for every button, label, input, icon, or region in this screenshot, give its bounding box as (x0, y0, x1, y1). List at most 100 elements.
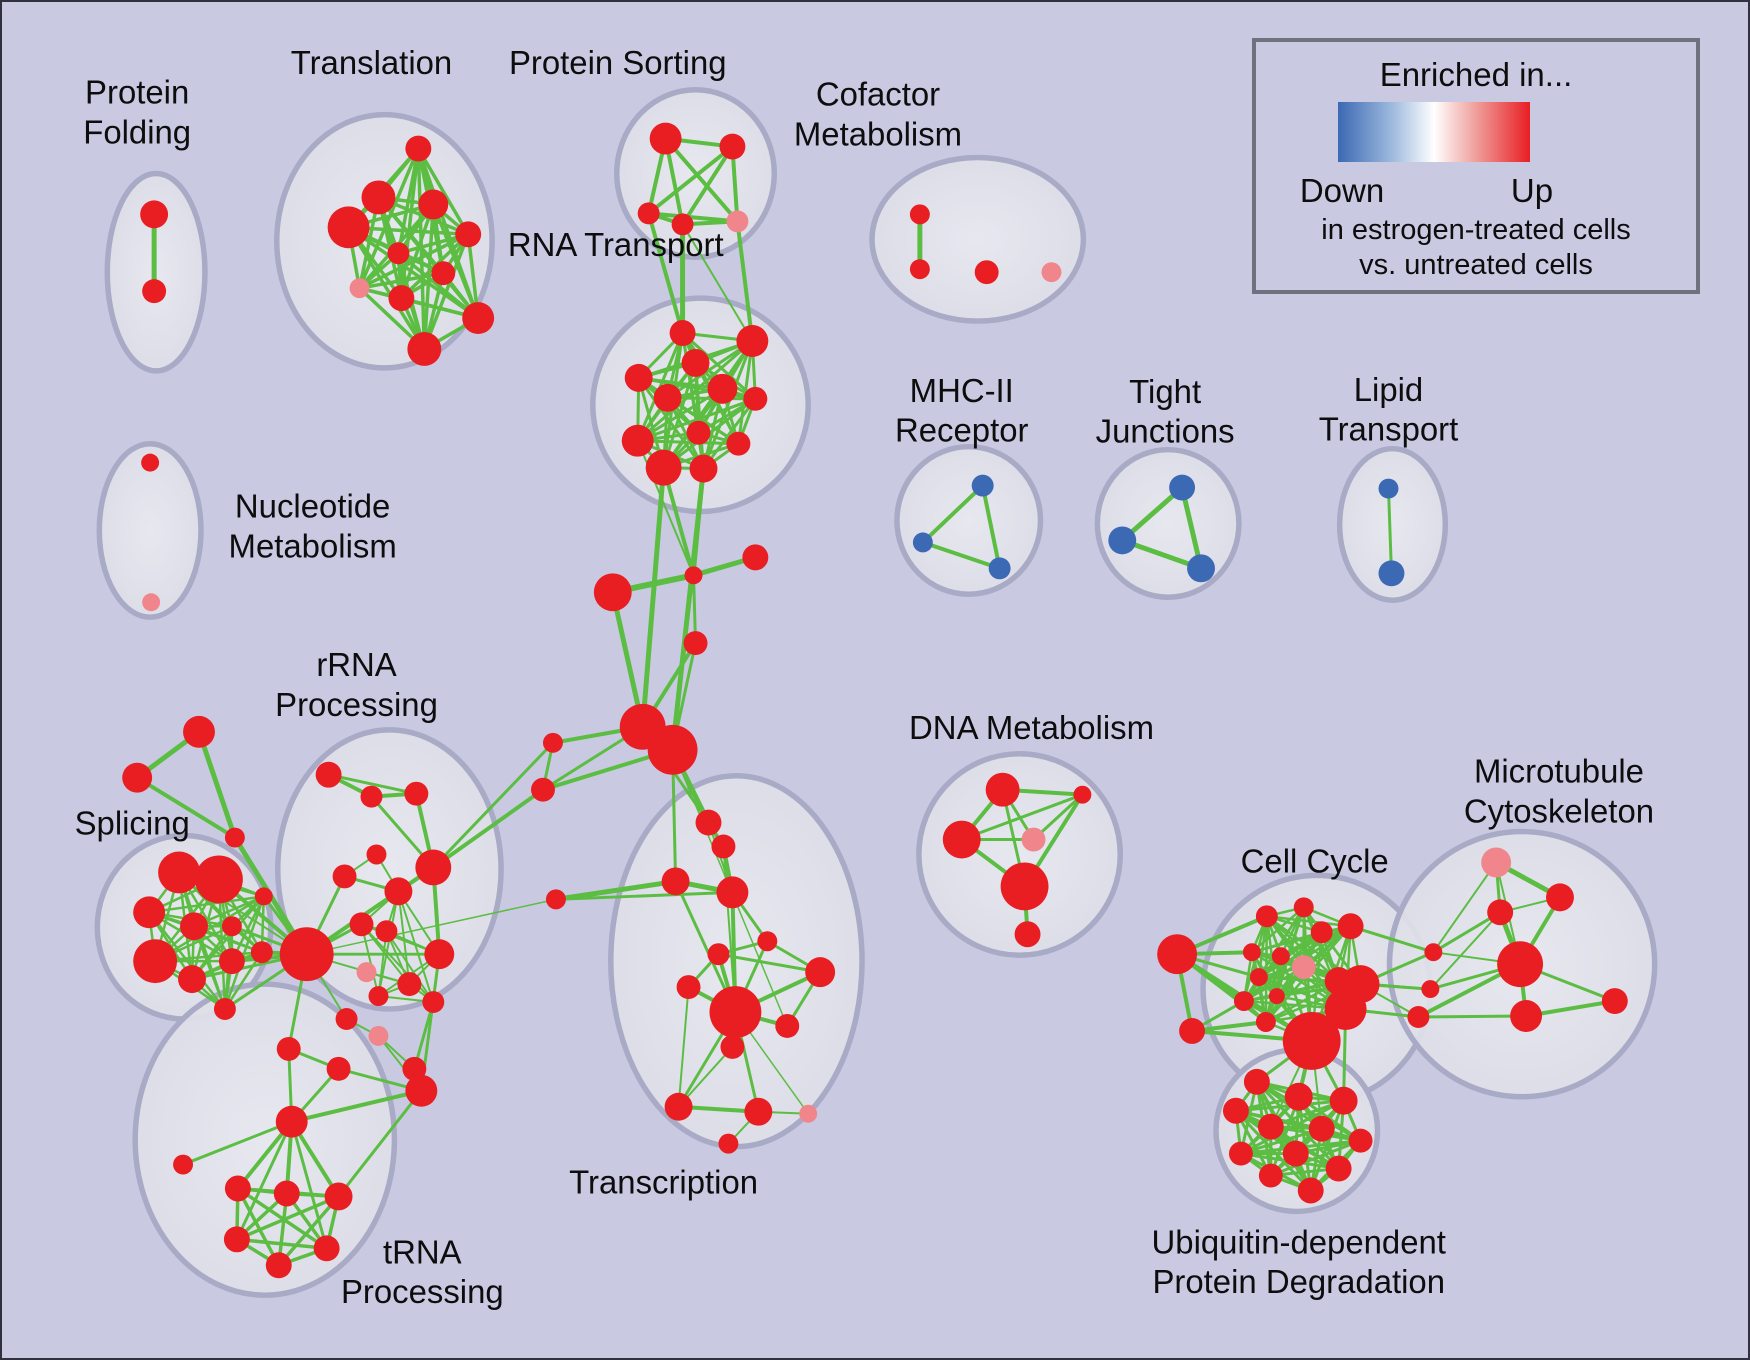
node-nm2[interactable] (142, 593, 161, 612)
node-lp2[interactable] (1378, 560, 1405, 587)
node-r19[interactable] (326, 1056, 351, 1081)
node-u11[interactable] (1258, 1163, 1283, 1188)
node-mh3[interactable] (988, 557, 1011, 580)
node-tj1[interactable] (1169, 474, 1196, 501)
node-cc3[interactable] (1310, 921, 1333, 944)
node-tc[interactable] (545, 889, 566, 910)
node-rt10[interactable] (645, 449, 682, 486)
node-m1[interactable] (1481, 847, 1512, 878)
node-cc2[interactable] (1293, 897, 1314, 918)
node-cc8[interactable] (1249, 968, 1268, 987)
node-u10[interactable] (1325, 1155, 1352, 1182)
node-s7[interactable] (133, 939, 178, 984)
node-ps1[interactable] (649, 122, 682, 155)
node-r11[interactable] (356, 962, 377, 983)
node-u8[interactable] (1228, 1141, 1253, 1166)
node-cf2[interactable] (909, 259, 930, 280)
node-m2[interactable] (1487, 899, 1514, 926)
node-r14[interactable] (422, 991, 445, 1014)
node-t1[interactable] (405, 135, 432, 162)
node-tr6[interactable] (757, 931, 778, 952)
node-co2[interactable] (1179, 1018, 1206, 1044)
node-t10[interactable] (462, 302, 495, 335)
node-c3[interactable] (593, 573, 632, 612)
node-m5[interactable] (1510, 1000, 1543, 1032)
node-rt9[interactable] (621, 424, 654, 457)
node-tj2[interactable] (1108, 526, 1137, 555)
node-r15[interactable] (335, 1008, 358, 1030)
node-mh2[interactable] (912, 532, 933, 553)
node-nm1[interactable] (141, 453, 160, 472)
node-r3[interactable] (404, 781, 429, 806)
node-ps5[interactable] (726, 210, 749, 233)
node-tr4[interactable] (716, 876, 749, 909)
node-u12[interactable] (1297, 1177, 1324, 1204)
node-ps2[interactable] (719, 133, 746, 160)
node-q2[interactable] (224, 1175, 251, 1202)
node-r12[interactable] (397, 972, 422, 997)
node-t3[interactable] (327, 206, 370, 249)
node-t9[interactable] (388, 285, 415, 312)
node-q4[interactable] (324, 1182, 353, 1211)
node-r9[interactable] (375, 920, 398, 943)
node-c4[interactable] (683, 631, 708, 656)
node-h2[interactable] (647, 724, 698, 775)
node-u6[interactable] (1308, 1115, 1335, 1142)
node-lp1[interactable] (1378, 478, 1399, 499)
node-pf1[interactable] (140, 200, 169, 229)
node-c6[interactable] (531, 777, 555, 802)
node-r10[interactable] (424, 939, 455, 970)
node-u1[interactable] (1243, 1068, 1270, 1095)
node-co1[interactable] (1157, 934, 1198, 975)
node-cc7[interactable] (1291, 955, 1316, 980)
node-tr10[interactable] (775, 1014, 800, 1038)
node-t7[interactable] (431, 261, 456, 286)
node-s4[interactable] (180, 912, 208, 941)
node-cc15[interactable] (1282, 1012, 1341, 1070)
node-q7[interactable] (313, 1235, 340, 1262)
node-cc10[interactable] (1233, 991, 1254, 1012)
node-t2[interactable] (361, 180, 396, 215)
node-rt5[interactable] (653, 383, 682, 412)
node-q1[interactable] (173, 1154, 194, 1175)
node-t11[interactable] (407, 332, 442, 366)
node-tr11[interactable] (720, 1034, 745, 1059)
node-u2[interactable] (1284, 1082, 1313, 1111)
node-sphub[interactable] (279, 927, 334, 982)
node-r8[interactable] (349, 912, 374, 937)
node-s3[interactable] (133, 896, 166, 929)
node-d3[interactable] (942, 820, 981, 859)
node-d2[interactable] (1073, 785, 1092, 804)
node-tr1[interactable] (695, 809, 722, 836)
node-d6[interactable] (1014, 921, 1041, 948)
node-rt6[interactable] (707, 373, 738, 404)
node-r13[interactable] (368, 986, 389, 1007)
node-s5[interactable] (221, 916, 242, 937)
node-rt11[interactable] (689, 454, 718, 483)
node-d1[interactable] (985, 772, 1020, 807)
node-q6[interactable] (265, 1252, 292, 1279)
node-c2[interactable] (742, 544, 769, 571)
node-r16[interactable] (368, 1025, 389, 1046)
node-cc4[interactable] (1337, 913, 1364, 940)
node-b1[interactable] (1424, 943, 1443, 962)
node-b2[interactable] (1421, 980, 1440, 999)
node-rt7[interactable] (743, 386, 768, 411)
node-r7[interactable] (384, 877, 413, 906)
node-cc14[interactable] (1324, 988, 1367, 1030)
node-tj3[interactable] (1187, 554, 1215, 583)
node-d4[interactable] (1021, 827, 1046, 852)
node-r1[interactable] (315, 761, 342, 788)
node-tr14[interactable] (799, 1104, 818, 1123)
node-b3[interactable] (1407, 1006, 1430, 1028)
node-r5[interactable] (332, 864, 357, 889)
node-cf1[interactable] (909, 204, 930, 225)
node-m4[interactable] (1497, 941, 1544, 988)
node-cc5[interactable] (1242, 943, 1261, 962)
node-u4[interactable] (1222, 1097, 1249, 1124)
node-rt2[interactable] (736, 325, 769, 357)
node-sp2[interactable] (122, 762, 153, 793)
node-tr9[interactable] (709, 986, 762, 1038)
node-r18[interactable] (405, 1074, 438, 1107)
node-c1[interactable] (684, 566, 703, 585)
